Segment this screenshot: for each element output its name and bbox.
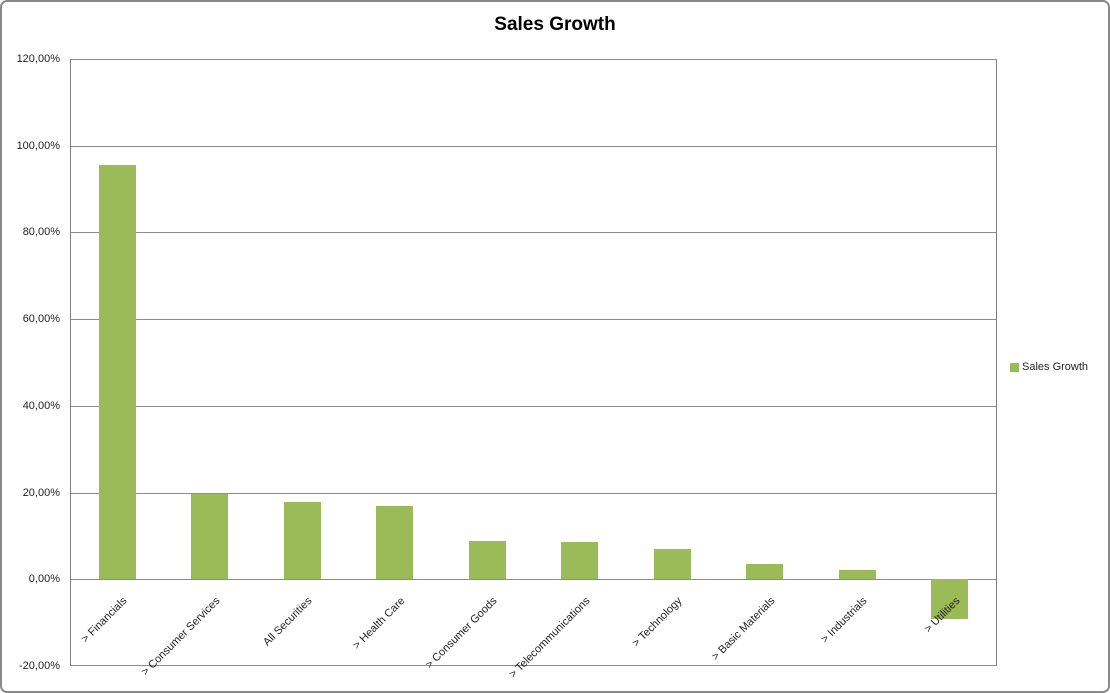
gridline (71, 405, 996, 407)
gridline (71, 319, 996, 321)
bar-4 (376, 505, 414, 580)
gridline (71, 665, 996, 666)
y-axis-tick-label: 60,00% (22, 313, 60, 326)
bar-6 (561, 542, 599, 580)
bar-9 (838, 570, 876, 580)
legend-label: Sales Growth (1022, 361, 1089, 373)
y-axis-tick-label: -20,00% (19, 660, 60, 672)
y-axis-tick-label: 40,00% (22, 399, 60, 412)
bar-3 (283, 502, 321, 580)
y-axis-tick-label: 120,00% (16, 53, 60, 65)
bar-5 (468, 541, 506, 580)
legend-swatch-icon (1010, 362, 1019, 372)
gridline (71, 579, 996, 581)
gridline (71, 59, 996, 60)
bar-2 (191, 494, 229, 580)
chart-title: Sales Growth (494, 14, 616, 35)
bar-10 (931, 579, 969, 620)
bar-7 (653, 548, 691, 580)
gridline (71, 145, 996, 147)
bar-8 (746, 564, 784, 580)
gridline (71, 232, 996, 234)
gridline (71, 492, 996, 494)
legend: Sales Growth (1010, 361, 1088, 373)
y-axis-tick-label: 80,00% (22, 226, 60, 239)
y-axis-tick-label: 20,00% (22, 486, 60, 499)
y-axis-tick-label: 0,00% (28, 573, 60, 586)
bar-1 (98, 164, 136, 580)
x-axis-category-label: > Financials (79, 595, 130, 646)
plot-area: > Financials > Consumer Services All Secur… (70, 59, 997, 681)
y-axis-tick-label: 100,00% (16, 139, 60, 152)
